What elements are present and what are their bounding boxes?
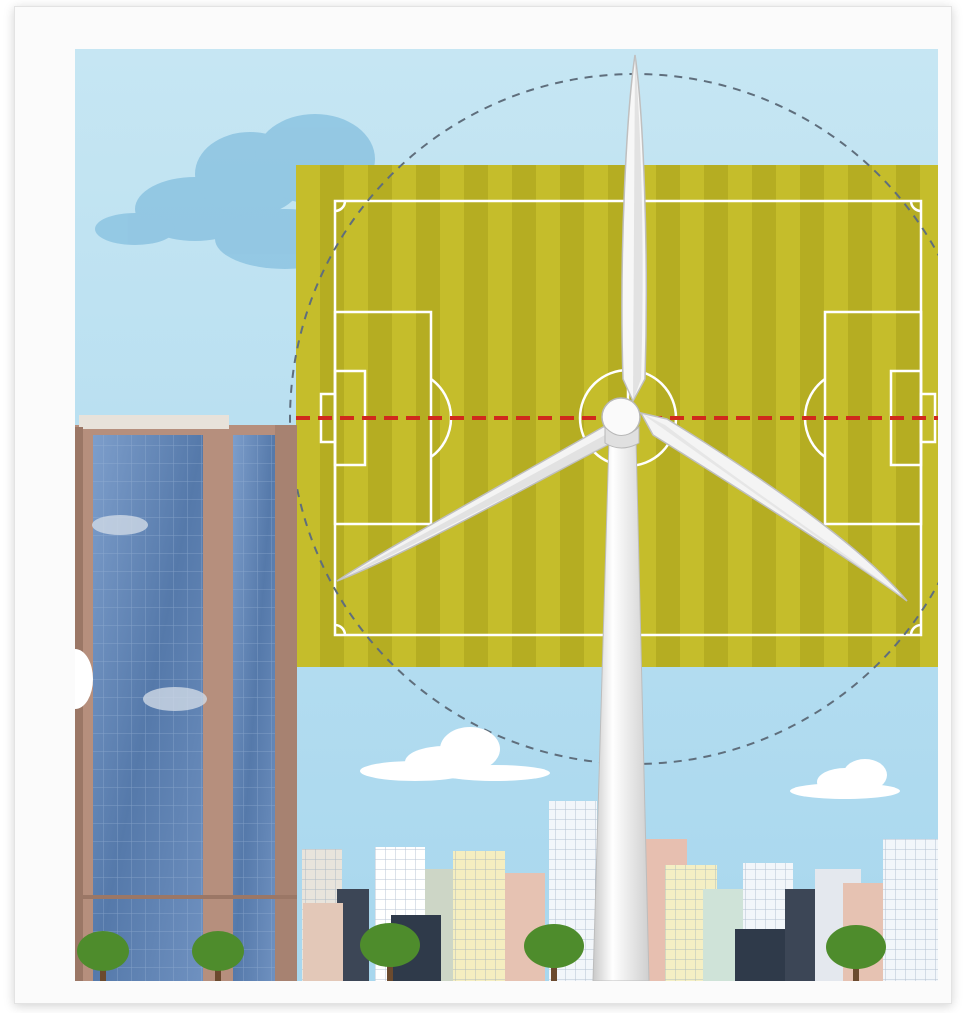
tree-icon [826, 925, 886, 981]
tree-icon [524, 924, 584, 981]
illustration-scene [75, 49, 938, 981]
cloud-icon [360, 727, 550, 781]
tree-icon [77, 931, 129, 981]
photo-frame [14, 6, 952, 1004]
tree-icon [360, 923, 420, 981]
tree-icon [192, 931, 244, 981]
illustration-svg [75, 49, 938, 981]
cloud-icon [95, 114, 375, 269]
cloud-icon [75, 649, 93, 709]
wind-turbine-icon [336, 54, 908, 981]
cloud-icon [790, 759, 900, 799]
skyscraper-icon [75, 415, 297, 981]
